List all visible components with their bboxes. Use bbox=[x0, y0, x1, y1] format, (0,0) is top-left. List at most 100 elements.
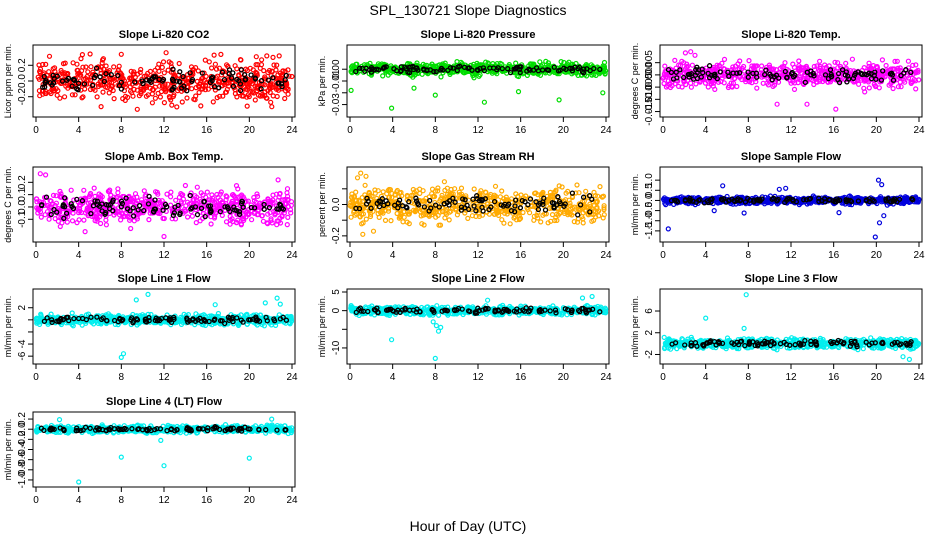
data-point-mean bbox=[210, 74, 216, 80]
data-point-mean bbox=[591, 65, 597, 72]
data-point bbox=[814, 63, 820, 69]
data-point-mean bbox=[421, 67, 427, 73]
data-point-mean bbox=[433, 68, 439, 75]
data-point-mean bbox=[551, 64, 557, 70]
data-point-mean bbox=[363, 201, 370, 207]
data-point-mean bbox=[237, 87, 244, 94]
data-point-mean bbox=[402, 64, 408, 70]
data-point bbox=[88, 64, 94, 70]
data-point bbox=[810, 77, 816, 84]
data-point bbox=[688, 84, 695, 90]
data-point bbox=[51, 88, 58, 94]
data-point bbox=[72, 92, 78, 98]
data-point bbox=[662, 63, 668, 69]
data-point-mean bbox=[405, 69, 411, 75]
data-point bbox=[138, 66, 144, 73]
data-point bbox=[51, 65, 58, 71]
data-point bbox=[679, 58, 685, 64]
data-point bbox=[591, 71, 597, 78]
data-point bbox=[111, 64, 117, 70]
data-point-mean bbox=[542, 207, 549, 213]
data-point bbox=[285, 67, 291, 73]
data-point bbox=[682, 50, 689, 56]
data-point-mean bbox=[569, 190, 576, 196]
data-point bbox=[79, 95, 85, 101]
y-tick-label: 1.0 bbox=[644, 173, 655, 187]
data-point-mean bbox=[396, 197, 403, 203]
data-point bbox=[791, 64, 798, 71]
data-point bbox=[663, 74, 669, 80]
data-point bbox=[182, 182, 188, 189]
data-point-mean bbox=[242, 76, 249, 82]
x-tick-label: 24 bbox=[286, 125, 298, 136]
data-point-mean bbox=[144, 77, 150, 83]
data-point bbox=[36, 68, 43, 75]
data-point bbox=[881, 213, 887, 219]
data-point bbox=[195, 68, 201, 74]
data-point bbox=[168, 189, 174, 195]
x-tick-label: 20 bbox=[558, 250, 570, 261]
data-point bbox=[875, 177, 882, 183]
data-point-mean bbox=[187, 70, 193, 76]
data-point-mean bbox=[471, 203, 477, 209]
data-point bbox=[54, 92, 60, 98]
data-point-mean bbox=[481, 67, 488, 74]
data-point bbox=[795, 76, 801, 82]
data-point bbox=[600, 63, 606, 69]
data-point bbox=[363, 173, 369, 179]
data-point bbox=[69, 218, 76, 224]
data-point bbox=[597, 184, 603, 190]
data-point bbox=[52, 216, 58, 222]
data-point bbox=[537, 59, 543, 65]
data-point bbox=[204, 189, 210, 195]
data-point bbox=[913, 86, 919, 92]
data-point bbox=[184, 95, 190, 101]
data-point bbox=[675, 78, 681, 84]
data-point bbox=[270, 54, 276, 61]
data-point-mean bbox=[283, 72, 289, 79]
data-points bbox=[35, 50, 295, 112]
data-point-mean bbox=[505, 66, 511, 72]
data-point bbox=[98, 103, 104, 110]
data-point bbox=[817, 78, 823, 84]
data-point bbox=[169, 102, 175, 108]
x-tick-label: 0 bbox=[660, 250, 666, 261]
data-point bbox=[538, 219, 544, 225]
data-point bbox=[115, 67, 122, 73]
data-point bbox=[774, 101, 780, 107]
data-point bbox=[804, 101, 810, 107]
data-point bbox=[791, 86, 798, 93]
data-point bbox=[226, 83, 232, 89]
data-point bbox=[872, 83, 878, 89]
data-point bbox=[249, 217, 255, 223]
data-point bbox=[564, 61, 570, 67]
x-tick-label: 20 bbox=[244, 250, 256, 261]
data-point bbox=[110, 87, 116, 94]
data-point-mean bbox=[88, 210, 94, 217]
data-point bbox=[834, 60, 841, 66]
data-point bbox=[876, 220, 883, 226]
data-point-mean bbox=[424, 67, 430, 74]
y-tick-label: -0.01 bbox=[331, 69, 342, 92]
data-point bbox=[843, 60, 849, 66]
data-point bbox=[284, 81, 290, 88]
data-point-mean bbox=[101, 78, 108, 85]
data-point-mean bbox=[234, 76, 240, 83]
data-point bbox=[203, 83, 209, 89]
data-point-mean bbox=[42, 79, 49, 86]
data-point bbox=[358, 170, 364, 176]
data-point-mean bbox=[438, 67, 444, 73]
data-point bbox=[258, 61, 265, 68]
data-point bbox=[80, 94, 86, 100]
data-point bbox=[239, 93, 245, 99]
data-point bbox=[173, 197, 179, 203]
data-point bbox=[471, 186, 477, 192]
data-point bbox=[734, 83, 740, 90]
data-point-mean bbox=[446, 198, 453, 204]
data-point-mean bbox=[368, 64, 375, 71]
data-point bbox=[675, 83, 682, 90]
data-point bbox=[269, 104, 275, 110]
